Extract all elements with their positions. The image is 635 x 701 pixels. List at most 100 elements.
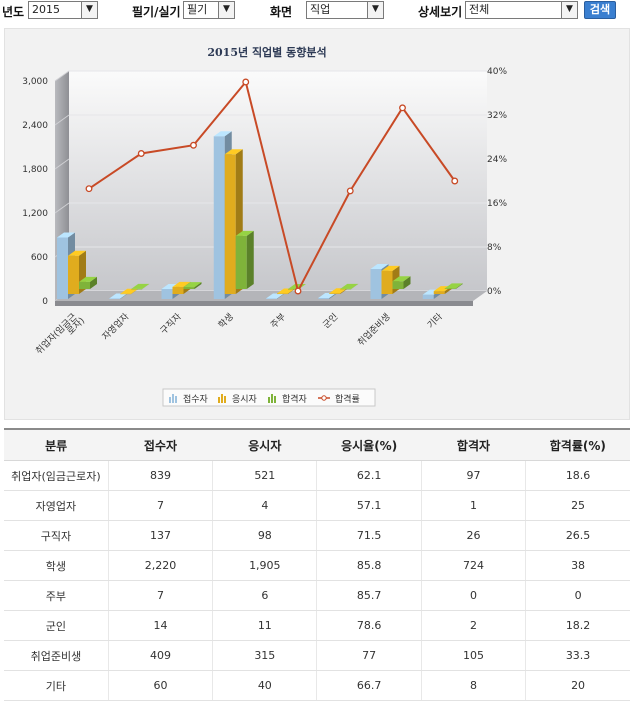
gridline — [54, 70, 70, 82]
chart-floor-edge — [55, 301, 473, 306]
value-cell: 2,220 — [108, 550, 214, 581]
detail-label: 상세보기 — [418, 5, 463, 19]
category-cell: 군인 — [4, 610, 109, 641]
legend-bar-icon — [169, 397, 171, 403]
category-cell: 취업준비생 — [4, 640, 109, 671]
view-select[interactable]: 직업 ▼ — [306, 1, 384, 19]
value-cell: 33.3 — [525, 640, 630, 671]
bar-top — [340, 283, 359, 289]
bar-side — [131, 288, 139, 294]
bar-front — [340, 288, 352, 290]
value-cell: 26.5 — [525, 520, 630, 551]
table-row: 학생 2,220 1,905 85.8 724 38 — [4, 550, 630, 581]
bar-side — [246, 230, 254, 289]
value-cell: 839 — [108, 460, 214, 491]
left-axis-tick-label: 2,400 — [22, 121, 48, 131]
bar-top — [109, 293, 128, 299]
bar-front — [68, 255, 79, 294]
bar-top — [370, 264, 389, 270]
gridline — [54, 158, 70, 170]
chevron-down-icon: ▼ — [561, 2, 577, 18]
value-cell: 97 — [421, 460, 527, 491]
value-cell: 85.8 — [316, 550, 422, 581]
value-cell: 66.7 — [316, 670, 422, 701]
right-axis-tick-label: 32% — [487, 111, 507, 121]
gridline — [54, 202, 70, 214]
value-cell: 1,905 — [212, 550, 318, 581]
pass-rate-point — [85, 185, 93, 193]
value-cell: 409 — [108, 640, 214, 671]
value-cell: 18.6 — [525, 460, 630, 491]
value-cell: 105 — [421, 640, 527, 671]
value-cell: 6 — [212, 580, 318, 611]
pass-rate-line — [88, 79, 456, 294]
category-tick-label: 군인 — [321, 311, 340, 330]
category-cell: 학생 — [4, 550, 109, 581]
category-tick-label: 취업준비생 — [356, 311, 393, 348]
bar-side — [90, 276, 97, 289]
pass-rate-point — [294, 287, 302, 295]
right-axis-tick-label: 0% — [487, 287, 502, 297]
view-label: 화면 — [270, 5, 293, 19]
year-select[interactable]: 2015 ▼ — [28, 1, 98, 19]
bar-front — [109, 298, 121, 299]
year-label: 년도 — [2, 5, 25, 19]
legend-label: 합격자 — [282, 393, 308, 405]
bar-front — [224, 154, 236, 294]
detail-select[interactable]: 전체 ▼ — [465, 1, 578, 19]
column-header: 합격자 — [421, 428, 526, 461]
value-cell: 7 — [108, 490, 214, 521]
value-cell: 8 — [421, 670, 527, 701]
bar-side — [277, 293, 284, 299]
bar-side — [288, 288, 295, 294]
bar-front — [213, 136, 225, 299]
bar-front — [235, 235, 247, 289]
value-cell: 137 — [108, 520, 214, 551]
value-cell: 57.1 — [316, 490, 422, 521]
left-axis-tick-label: 0 — [42, 297, 48, 307]
bar-side — [120, 293, 128, 299]
value-cell: 11 — [212, 610, 318, 641]
left-axis-tick-label: 600 — [31, 253, 48, 263]
exam-type-select[interactable]: 필기 ▼ — [183, 1, 235, 19]
bar-top — [277, 288, 295, 294]
category-cell: 구직자 — [4, 520, 109, 551]
detail-value: 전체 — [469, 3, 490, 16]
search-button[interactable]: 검색 — [584, 1, 616, 19]
legend-bar-icon — [274, 396, 276, 403]
value-cell: 2 — [421, 610, 527, 641]
bar-side — [455, 283, 463, 289]
bar-front — [183, 287, 195, 289]
bar-front — [161, 288, 173, 299]
bar-front — [422, 294, 434, 299]
category-tick-label: 자영업자 — [100, 311, 132, 343]
right-axis-tick-label: 40% — [487, 67, 507, 77]
column-header: 합격률(%) — [525, 428, 630, 461]
bar-front — [277, 293, 288, 295]
table-row: 기타 60 40 66.7 8 20 — [4, 670, 630, 701]
value-cell: 78.6 — [316, 610, 422, 641]
legend-bar-icon — [224, 396, 226, 403]
table-row: 구직자 137 98 71.5 26 26.5 — [4, 520, 630, 551]
bar-front — [266, 298, 277, 299]
value-cell: 0 — [421, 580, 527, 611]
left-axis-tick-label: 1,200 — [22, 209, 48, 219]
pass-rate-point — [137, 150, 145, 157]
value-cell: 18.2 — [525, 610, 630, 641]
column-header: 접수자 — [108, 428, 213, 461]
bar-side — [403, 276, 411, 289]
category-cell: 주부 — [4, 580, 109, 611]
chart-back-wall — [69, 71, 487, 291]
exam-type-label: 필기/실기 — [132, 5, 181, 19]
bar-front — [444, 288, 456, 289]
bar-front — [433, 291, 445, 294]
bar-front — [172, 286, 184, 294]
right-axis-tick-label: 16% — [487, 199, 507, 209]
category-cell: 취업자(임금근로자) — [4, 460, 109, 491]
value-cell: 315 — [212, 640, 318, 671]
occupation-trend-chart: 2015년 직업별 동향분석 0 600 1,200 1,800 2,400 3,000 0%… — [22, 45, 507, 407]
pass-rate-point — [346, 187, 354, 195]
bar-front — [131, 288, 143, 290]
value-cell: 98 — [212, 520, 318, 551]
value-cell: 26 — [421, 520, 527, 551]
